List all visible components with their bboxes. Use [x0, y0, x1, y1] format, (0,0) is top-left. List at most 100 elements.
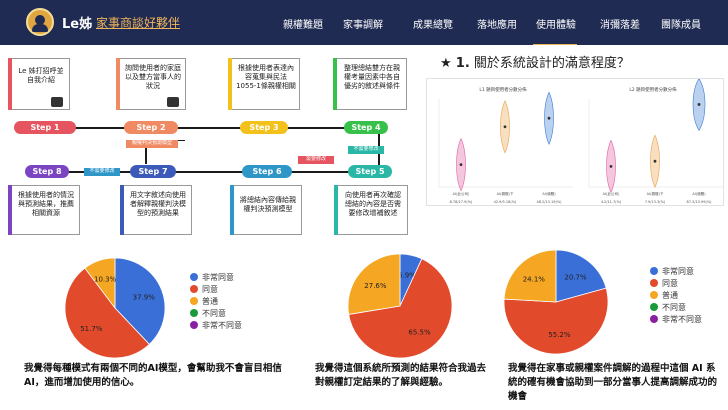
nav-item-bridge-gap[interactable]: 消彌落差 — [600, 20, 640, 31]
pie-chart-1: 37.9% 51.7% 10.3% — [45, 256, 185, 360]
legend-label: 同意 — [202, 285, 218, 294]
pie-data-label: 10.3% — [94, 276, 117, 284]
legend-item: 非常不同意 — [650, 314, 702, 326]
nav-item-user-experience[interactable]: 使用體驗 — [536, 20, 576, 31]
legend-label: 非常不同意 — [662, 315, 702, 324]
step-7-pill: Step 7 — [130, 165, 176, 178]
nav-item-family-mediation[interactable]: 家事調解 — [343, 20, 383, 31]
flow-card-step1: Le 姊打招呼並自我介紹 — [8, 58, 70, 110]
step-2-pill: Step 2 — [124, 121, 178, 134]
flow-card-step5: 向使用者再次確認總結的內容是否需要修改增補敘述 — [334, 185, 408, 235]
flow-card-text: 根據使用者表達內容蒐集與民法1055-1條親權相關 — [236, 64, 296, 90]
step-4-pill: Step 4 — [344, 121, 388, 134]
step-1-pill: Step 1 — [14, 121, 76, 134]
active-nav-indicator — [533, 44, 577, 45]
logo-icon[interactable] — [26, 8, 54, 36]
pie-slice — [555, 249, 607, 303]
step-5-pill: Step 5 — [348, 165, 392, 178]
violin-category-label: AI(此公司) — [603, 191, 620, 196]
legend-item: 不同意 — [190, 308, 242, 320]
flow-card-text: 整理總結雙方在親權考量因素中各自優劣的敘述與條件 — [344, 64, 400, 90]
legend-label: 同意 — [662, 279, 678, 288]
question-title: ★ 1. 關於系統設計的滿意程度？ — [440, 52, 630, 71]
question-icon — [167, 97, 179, 107]
flow-line-model — [145, 140, 147, 164]
violin-x-tick-label: 48.2/13.19(%) — [536, 200, 562, 204]
nav-item-results[interactable]: 成果總覽 — [413, 20, 453, 31]
flow-card-text: 向使用者再次確認總結的內容是否需要修改增補敘述 — [345, 191, 401, 217]
violin-charts: L1 題目使用者分數分佈 AI(此公司) 8.78/17.9(%) AI(親權)下 42… — [438, 77, 723, 204]
nav-item-custody-problem[interactable]: 親權難題 — [283, 20, 323, 31]
violin-category-label: AI(總體) — [692, 191, 706, 196]
pie-caption-3: 我覺得在家事或親權案件調解的過程中這個 AI 系統的確有機會協助到一部分當事人提… — [508, 363, 718, 402]
legend-dot-icon — [190, 285, 198, 293]
legend-item: 同意 — [190, 284, 242, 296]
legend-dot-icon — [190, 273, 198, 281]
pie-caption-2: 我覺得這個系統所預測的結果符合我過去對親權訂定結果的了解與經驗。 — [315, 363, 487, 388]
pie-slice — [347, 253, 401, 315]
legend-label: 不同意 — [202, 309, 226, 318]
violin-chart-panel: L1 題目使用者分數分佈 AI(此公司) 8.78/17.9(%) AI(親權)下 42… — [426, 77, 724, 206]
pie-slice — [84, 257, 116, 310]
legend-label: 非常同意 — [202, 273, 234, 282]
violin-title: L2 題目使用者分數分佈 — [629, 86, 677, 93]
pie-data-label: 51.7% — [80, 325, 103, 333]
pie-slice — [503, 287, 609, 355]
brand-slogan-link[interactable]: 家事商談好夥伴 — [96, 16, 181, 30]
legend-label: 普通 — [662, 291, 678, 300]
legend-dot-icon — [650, 303, 658, 311]
flow-card-step2: 詢問使用者的家庭以及雙方當事人的狀況 — [116, 58, 186, 110]
brand-name[interactable]: Le姊 — [62, 17, 93, 32]
pie-slice — [503, 249, 557, 303]
nav-item-team[interactable]: 團隊成員 — [661, 20, 701, 31]
pie-data-label: 24.1% — [523, 276, 546, 284]
legend-item: 不同意 — [650, 302, 702, 314]
step-3-pill: Step 3 — [240, 121, 288, 134]
violin-median-point — [609, 164, 613, 168]
flow-line-top — [40, 127, 380, 129]
legend-label: 不同意 — [662, 303, 686, 312]
model-tag: 親權判決預測模型 — [126, 140, 178, 148]
violin-category-label: AI(總體) — [542, 191, 556, 196]
star-icon: ★ — [440, 56, 452, 71]
legend-dot-icon — [650, 291, 658, 299]
flow-card-text: 詢問使用者的家庭以及雙方當事人的狀況 — [125, 64, 181, 90]
legend-dot-icon — [190, 297, 198, 305]
flow-card-text: 根據使用者的情況與預測結果，推薦相關資源 — [18, 191, 74, 217]
legend-dot-icon — [650, 315, 658, 323]
pie-data-label: 37.9% — [133, 294, 156, 302]
pie-chart-3: 20.7% 55.2% 24.1% — [486, 248, 626, 356]
nav-item-application[interactable]: 落地應用 — [477, 20, 517, 31]
pie-data-label: 27.6% — [364, 282, 387, 290]
violin-category-label: AI(親權)下 — [497, 191, 514, 196]
violin-x-tick-label: 87.3/13.99(%) — [686, 200, 712, 204]
step-8-pill: Step 8 — [25, 165, 69, 178]
step-6-pill: Step 6 — [242, 165, 292, 178]
legend-item: 普通 — [190, 296, 242, 308]
pie-chart-3-svg: 20.7% 55.2% 24.1% — [503, 249, 609, 355]
violin-title: L1 題目使用者分數分佈 — [479, 86, 527, 93]
flow-card-step3: 根據使用者表達內容蒐集與民法1055-1條親權相關 — [228, 58, 300, 110]
legend-dot-icon — [650, 279, 658, 287]
pie-chart-2-svg: 6.9% 65.5% 27.6% — [347, 253, 453, 359]
pie-chart-2: 6.9% 65.5% 27.6% — [330, 252, 470, 360]
legend-dot-icon — [190, 309, 198, 317]
violin-median-point — [697, 103, 701, 106]
flow-line-bottom — [40, 171, 380, 173]
no-edit-tag-left: 不需要修改 — [84, 168, 120, 176]
question-text: 關於系統設計的滿意程度？ — [473, 56, 630, 71]
pie-data-label: 20.7% — [564, 273, 587, 281]
top-nav-bar: Le姊 家事商談好夥伴 親權難題 家事調解 成果總覽 落地應用 使用體驗 消彌落… — [0, 0, 728, 45]
legend-item: 非常同意 — [190, 272, 242, 284]
violin-median-point — [653, 159, 657, 163]
pie-data-label: 55.2% — [548, 331, 571, 339]
violin-x-tick-label: 7.9/13.3(%) — [645, 200, 666, 204]
need-edit-tag: 需要修改 — [298, 156, 334, 164]
legend-label: 非常不同意 — [202, 321, 242, 330]
legend-item: 非常不同意 — [190, 320, 242, 332]
hi-icon — [51, 97, 63, 107]
violin-median-point — [459, 163, 463, 167]
legend-dot-icon — [190, 321, 198, 329]
flow-card-step4: 整理總結雙方在親權考量因素中各自優劣的敘述與條件 — [333, 58, 407, 110]
